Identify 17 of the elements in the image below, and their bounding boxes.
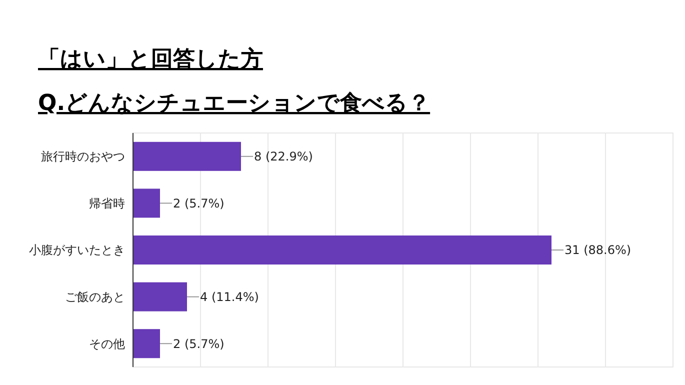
y-tick-label: 帰省時 [89,196,125,210]
data-label: 2 (5.7%) [173,196,224,210]
data-label: 4 (11.4%) [200,290,259,304]
bar [133,188,160,218]
y-tick-label: 小腹がすいたとき [29,243,125,258]
chart-subtitle: Q.どんなシチュエーションで食べる？ [38,91,430,116]
bar [133,282,187,312]
y-tick-label: その他 [89,336,125,351]
bar [133,329,160,358]
y-tick-label: 旅行時のおやつ [41,150,125,164]
bar [133,142,241,171]
data-label: 8 (22.9%) [254,150,313,164]
data-label: 2 (5.7%) [173,336,224,351]
y-tick-label: ご飯のあと [65,290,125,304]
chart-title: 「はい」と回答した方 [38,46,263,72]
data-label: 31 (88.6%) [564,243,632,258]
bar [133,235,552,265]
